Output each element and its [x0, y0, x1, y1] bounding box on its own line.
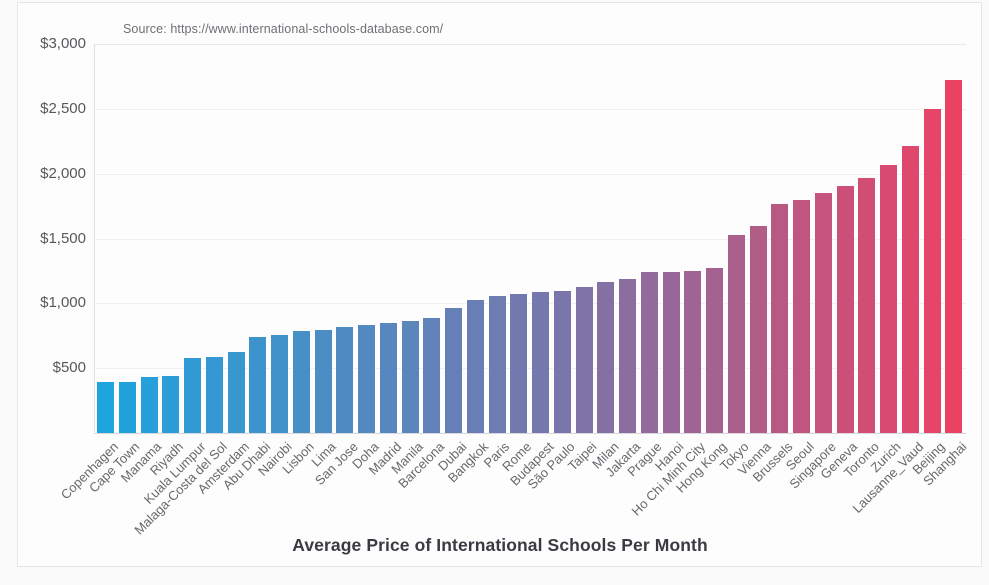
y-axis-tick-label: $2,000 — [40, 164, 86, 182]
bar — [423, 318, 441, 433]
bar — [727, 234, 745, 433]
bar — [358, 325, 375, 433]
bar — [488, 296, 506, 433]
bar — [814, 192, 832, 433]
bar — [118, 382, 136, 433]
bar — [379, 323, 397, 433]
bar — [97, 382, 114, 433]
bar — [662, 271, 680, 433]
x-axis-line — [94, 433, 966, 434]
bar — [227, 352, 245, 433]
y-axis-tick-label: $500 — [52, 359, 86, 377]
bar — [510, 293, 528, 433]
gridline — [94, 238, 966, 240]
bar — [162, 376, 180, 433]
bar — [749, 225, 767, 433]
y-axis-line — [94, 44, 95, 433]
y-axis-tick-label: $2,500 — [40, 99, 86, 117]
chart-title: Average Price of International Schools P… — [292, 535, 708, 555]
bar — [684, 270, 702, 433]
bar — [640, 272, 658, 433]
gridline — [94, 303, 966, 305]
bar — [205, 357, 223, 433]
bar — [314, 329, 332, 433]
bar — [140, 376, 158, 433]
bar — [184, 357, 201, 433]
bar — [575, 287, 593, 433]
gridline — [94, 173, 966, 175]
bar — [901, 146, 919, 433]
bar — [771, 203, 789, 433]
y-axis-tick-label: $3,000 — [40, 35, 86, 52]
bar — [466, 300, 484, 433]
gridline — [94, 108, 966, 110]
bar — [553, 290, 571, 433]
bar — [336, 327, 354, 433]
bar — [597, 281, 615, 433]
bar — [249, 337, 267, 433]
bar — [271, 335, 288, 433]
y-axis-tick-label: $1,500 — [40, 229, 86, 247]
bar — [292, 331, 310, 433]
gridline — [94, 44, 966, 45]
bar — [445, 308, 462, 433]
bar — [619, 279, 636, 433]
bar — [401, 321, 419, 433]
source-text: Source: https://www.international-school… — [123, 22, 444, 36]
bar — [880, 164, 897, 433]
gridline — [94, 368, 966, 370]
y-axis-tick-label: $1,000 — [40, 294, 86, 312]
bar — [945, 79, 963, 433]
bar — [532, 291, 549, 433]
bar — [793, 199, 810, 433]
bar — [923, 109, 941, 433]
bar — [836, 186, 854, 433]
bar — [858, 177, 876, 433]
bar — [706, 268, 723, 433]
